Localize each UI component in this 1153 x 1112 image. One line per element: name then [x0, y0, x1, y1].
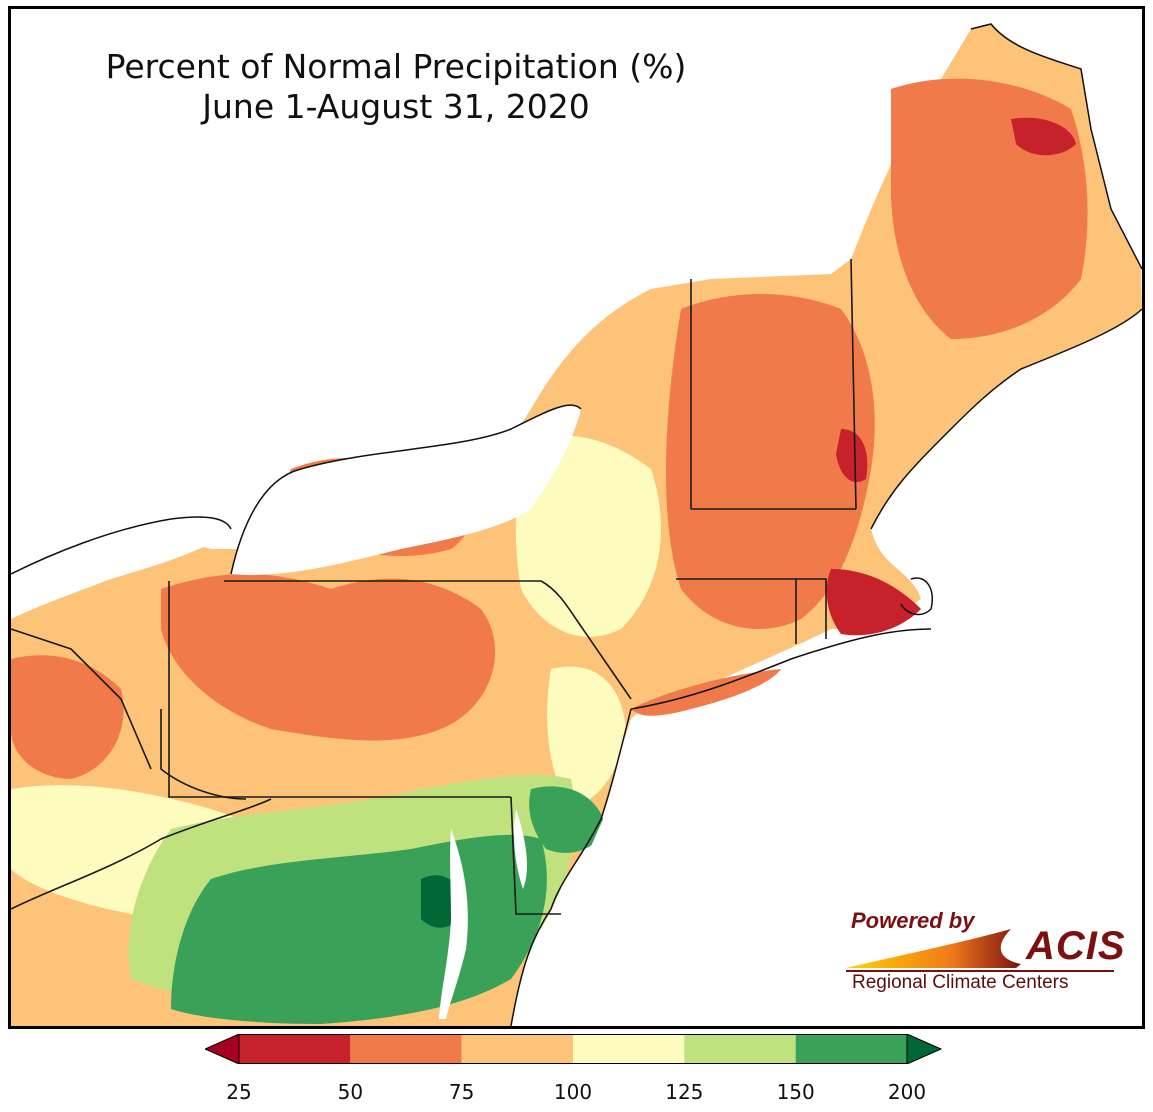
coast-atlantic — [630, 628, 932, 710]
coast-maine-north — [970, 23, 1142, 270]
precipitation-map — [11, 23, 1142, 1026]
boundary-wv-va — [11, 798, 272, 910]
legend-tick-label: 25 — [226, 1080, 252, 1104]
legend-tick-label: 75 — [448, 1080, 475, 1104]
legend-bin-75-100 — [461, 1034, 573, 1064]
region-red-maine — [1011, 117, 1076, 156]
legend-tick-label: 100 — [553, 1080, 593, 1104]
legend-bin-50-75 — [350, 1034, 462, 1064]
acis-logo: Powered by ACIS Regional Climate Centers — [836, 904, 1126, 1004]
coast-cape-cod — [900, 577, 933, 616]
map-title: Percent of Normal Precipitation (%) — [105, 47, 687, 86]
region-red-nh — [836, 429, 868, 483]
acis-text: ACIS — [1026, 924, 1126, 968]
legend-bin-125-150 — [684, 1034, 796, 1064]
long-island — [631, 669, 781, 716]
ocean-north — [871, 309, 1142, 589]
logo-rule — [846, 970, 1114, 972]
region-orange-ny-pa — [161, 574, 496, 741]
state-boundaries — [11, 258, 857, 915]
boundary-pa-west — [168, 581, 341, 798]
legend-tick-label: 150 — [776, 1080, 815, 1104]
region-orange-maine — [891, 78, 1088, 339]
legend-over-triangle — [906, 1034, 943, 1064]
map-frame: Percent of Normal Precipitation (%) June… — [8, 6, 1145, 1029]
legend-tick-label: 125 — [665, 1080, 704, 1104]
legend-tick-label: 50 — [337, 1080, 364, 1104]
region-yellow-nj — [547, 666, 626, 809]
legend-bin-100-125 — [573, 1034, 685, 1064]
boundary-pa-ny — [224, 580, 577, 620]
delaware-bay — [513, 809, 527, 889]
boundary-md-de — [510, 796, 561, 915]
acis-swoosh-icon — [846, 929, 1021, 968]
lake-erie — [11, 517, 231, 619]
lake-ontario — [231, 405, 581, 575]
coast-lake-ontario — [230, 404, 582, 575]
region-red-coast — [826, 569, 921, 636]
region-orange-west — [11, 655, 124, 779]
legend-bin-25-50 — [239, 1034, 351, 1064]
coast-maine — [870, 308, 1142, 530]
boundary-nj-ny — [575, 618, 632, 700]
region-yellow-hudson — [515, 435, 661, 637]
boundary-ct-ri — [676, 578, 827, 639]
chesapeake-bay — [439, 829, 468, 1019]
powered-by-text: Powered by — [851, 908, 975, 933]
coast-mid-atlantic — [510, 708, 632, 1026]
legend-colorbar — [205, 1034, 943, 1064]
coastlines — [11, 23, 1142, 1026]
coast-lake-erie — [11, 516, 232, 575]
legend-tick-label: 200 — [887, 1080, 927, 1104]
boundary-oh-wv — [11, 628, 152, 770]
region-orange-new-england — [666, 294, 875, 629]
legend-bin-150-200 — [795, 1034, 907, 1064]
boundary-vt-nh — [850, 258, 857, 510]
boundary-wv-md — [160, 709, 247, 800]
legend-under-triangle — [205, 1034, 240, 1064]
map-subtitle: June 1-August 31, 2020 — [202, 87, 590, 126]
regional-climate-centers-text: Regional Climate Centers — [852, 972, 1069, 993]
region-green-nj — [529, 786, 606, 853]
